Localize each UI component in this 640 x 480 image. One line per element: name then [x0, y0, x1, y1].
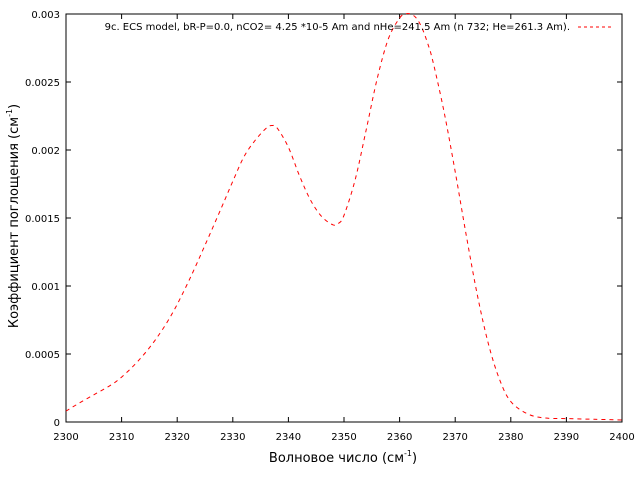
series-point	[466, 235, 467, 236]
series-point	[427, 42, 428, 43]
series-point	[154, 340, 155, 341]
series-point	[544, 417, 545, 418]
series-point	[432, 61, 433, 62]
series-point	[499, 379, 500, 380]
series-point	[321, 216, 322, 217]
series-point	[477, 295, 478, 296]
series-point	[488, 344, 489, 345]
y-tick-label: 0	[54, 418, 60, 429]
x-axis-title: Волновое число (см-1)	[269, 449, 417, 466]
series-point	[416, 17, 417, 18]
series-line-0	[65, 12, 623, 421]
x-tick-label: 2380	[498, 432, 523, 443]
y-tick-label: 0.002	[31, 146, 60, 157]
series-point	[110, 385, 111, 386]
ticks-layer: 2300 2310 2320 2330 2340 2350 2360 2370 2380 2390…	[25, 10, 635, 443]
series-point	[366, 129, 367, 130]
y-tick-label: 0.001	[31, 282, 60, 293]
series-point	[510, 401, 511, 402]
series-point	[527, 413, 528, 414]
x-tick-label: 2330	[220, 432, 245, 443]
series-point	[254, 140, 255, 141]
series-point	[77, 404, 78, 405]
series-point	[338, 223, 339, 224]
series-point	[343, 215, 344, 216]
series-point	[188, 281, 189, 282]
series-point	[388, 38, 389, 39]
series-point	[243, 156, 244, 157]
series-point	[204, 245, 205, 246]
series-point	[355, 179, 356, 180]
y-axis-title: Коэффициент поглощения (см-1)	[5, 104, 22, 328]
series-point	[138, 360, 139, 361]
legend: 9c. ECS model, bR-P=0.0, nCO2= 4.25 *10-…	[105, 22, 612, 33]
series-point	[271, 125, 272, 126]
series-point	[443, 111, 444, 112]
y-tick-label: 0.003	[31, 10, 60, 21]
series-point	[399, 17, 400, 18]
x-tick-label: 2340	[276, 432, 301, 443]
plot-frame	[65, 13, 623, 423]
series-point	[232, 181, 233, 182]
y-tick-label: 0.0005	[25, 350, 60, 361]
series-point	[121, 377, 122, 378]
x-tick-label: 2400	[609, 432, 634, 443]
series-point	[405, 13, 406, 14]
series-point	[277, 128, 278, 129]
x-tick-label: 2310	[109, 432, 134, 443]
y-tick-label: 0.0025	[25, 78, 60, 89]
series-point	[288, 147, 289, 148]
series-point	[594, 419, 595, 420]
series-point	[171, 314, 172, 315]
x-tick-label: 2300	[53, 432, 78, 443]
x-tick-label: 2320	[164, 432, 189, 443]
x-tick-label: 2390	[554, 432, 579, 443]
series-point	[410, 13, 411, 14]
series-point	[65, 411, 66, 412]
series-point	[566, 418, 567, 419]
x-tick-label: 2360	[387, 432, 412, 443]
series-point	[266, 128, 267, 129]
y-tick-label: 0.0015	[25, 214, 60, 225]
x-tick-label: 2370	[442, 432, 467, 443]
series-point	[621, 419, 622, 420]
series-point	[455, 171, 456, 172]
series-layer	[65, 12, 623, 421]
series-point	[93, 394, 94, 395]
series-point	[310, 200, 311, 201]
x-tick-label: 2350	[331, 432, 356, 443]
series-point	[377, 77, 378, 78]
series-point	[299, 175, 300, 176]
legend-label: 9c. ECS model, bR-P=0.0, nCO2= 4.25 *10-…	[105, 22, 570, 33]
series-point	[332, 224, 333, 225]
series-point	[221, 207, 222, 208]
